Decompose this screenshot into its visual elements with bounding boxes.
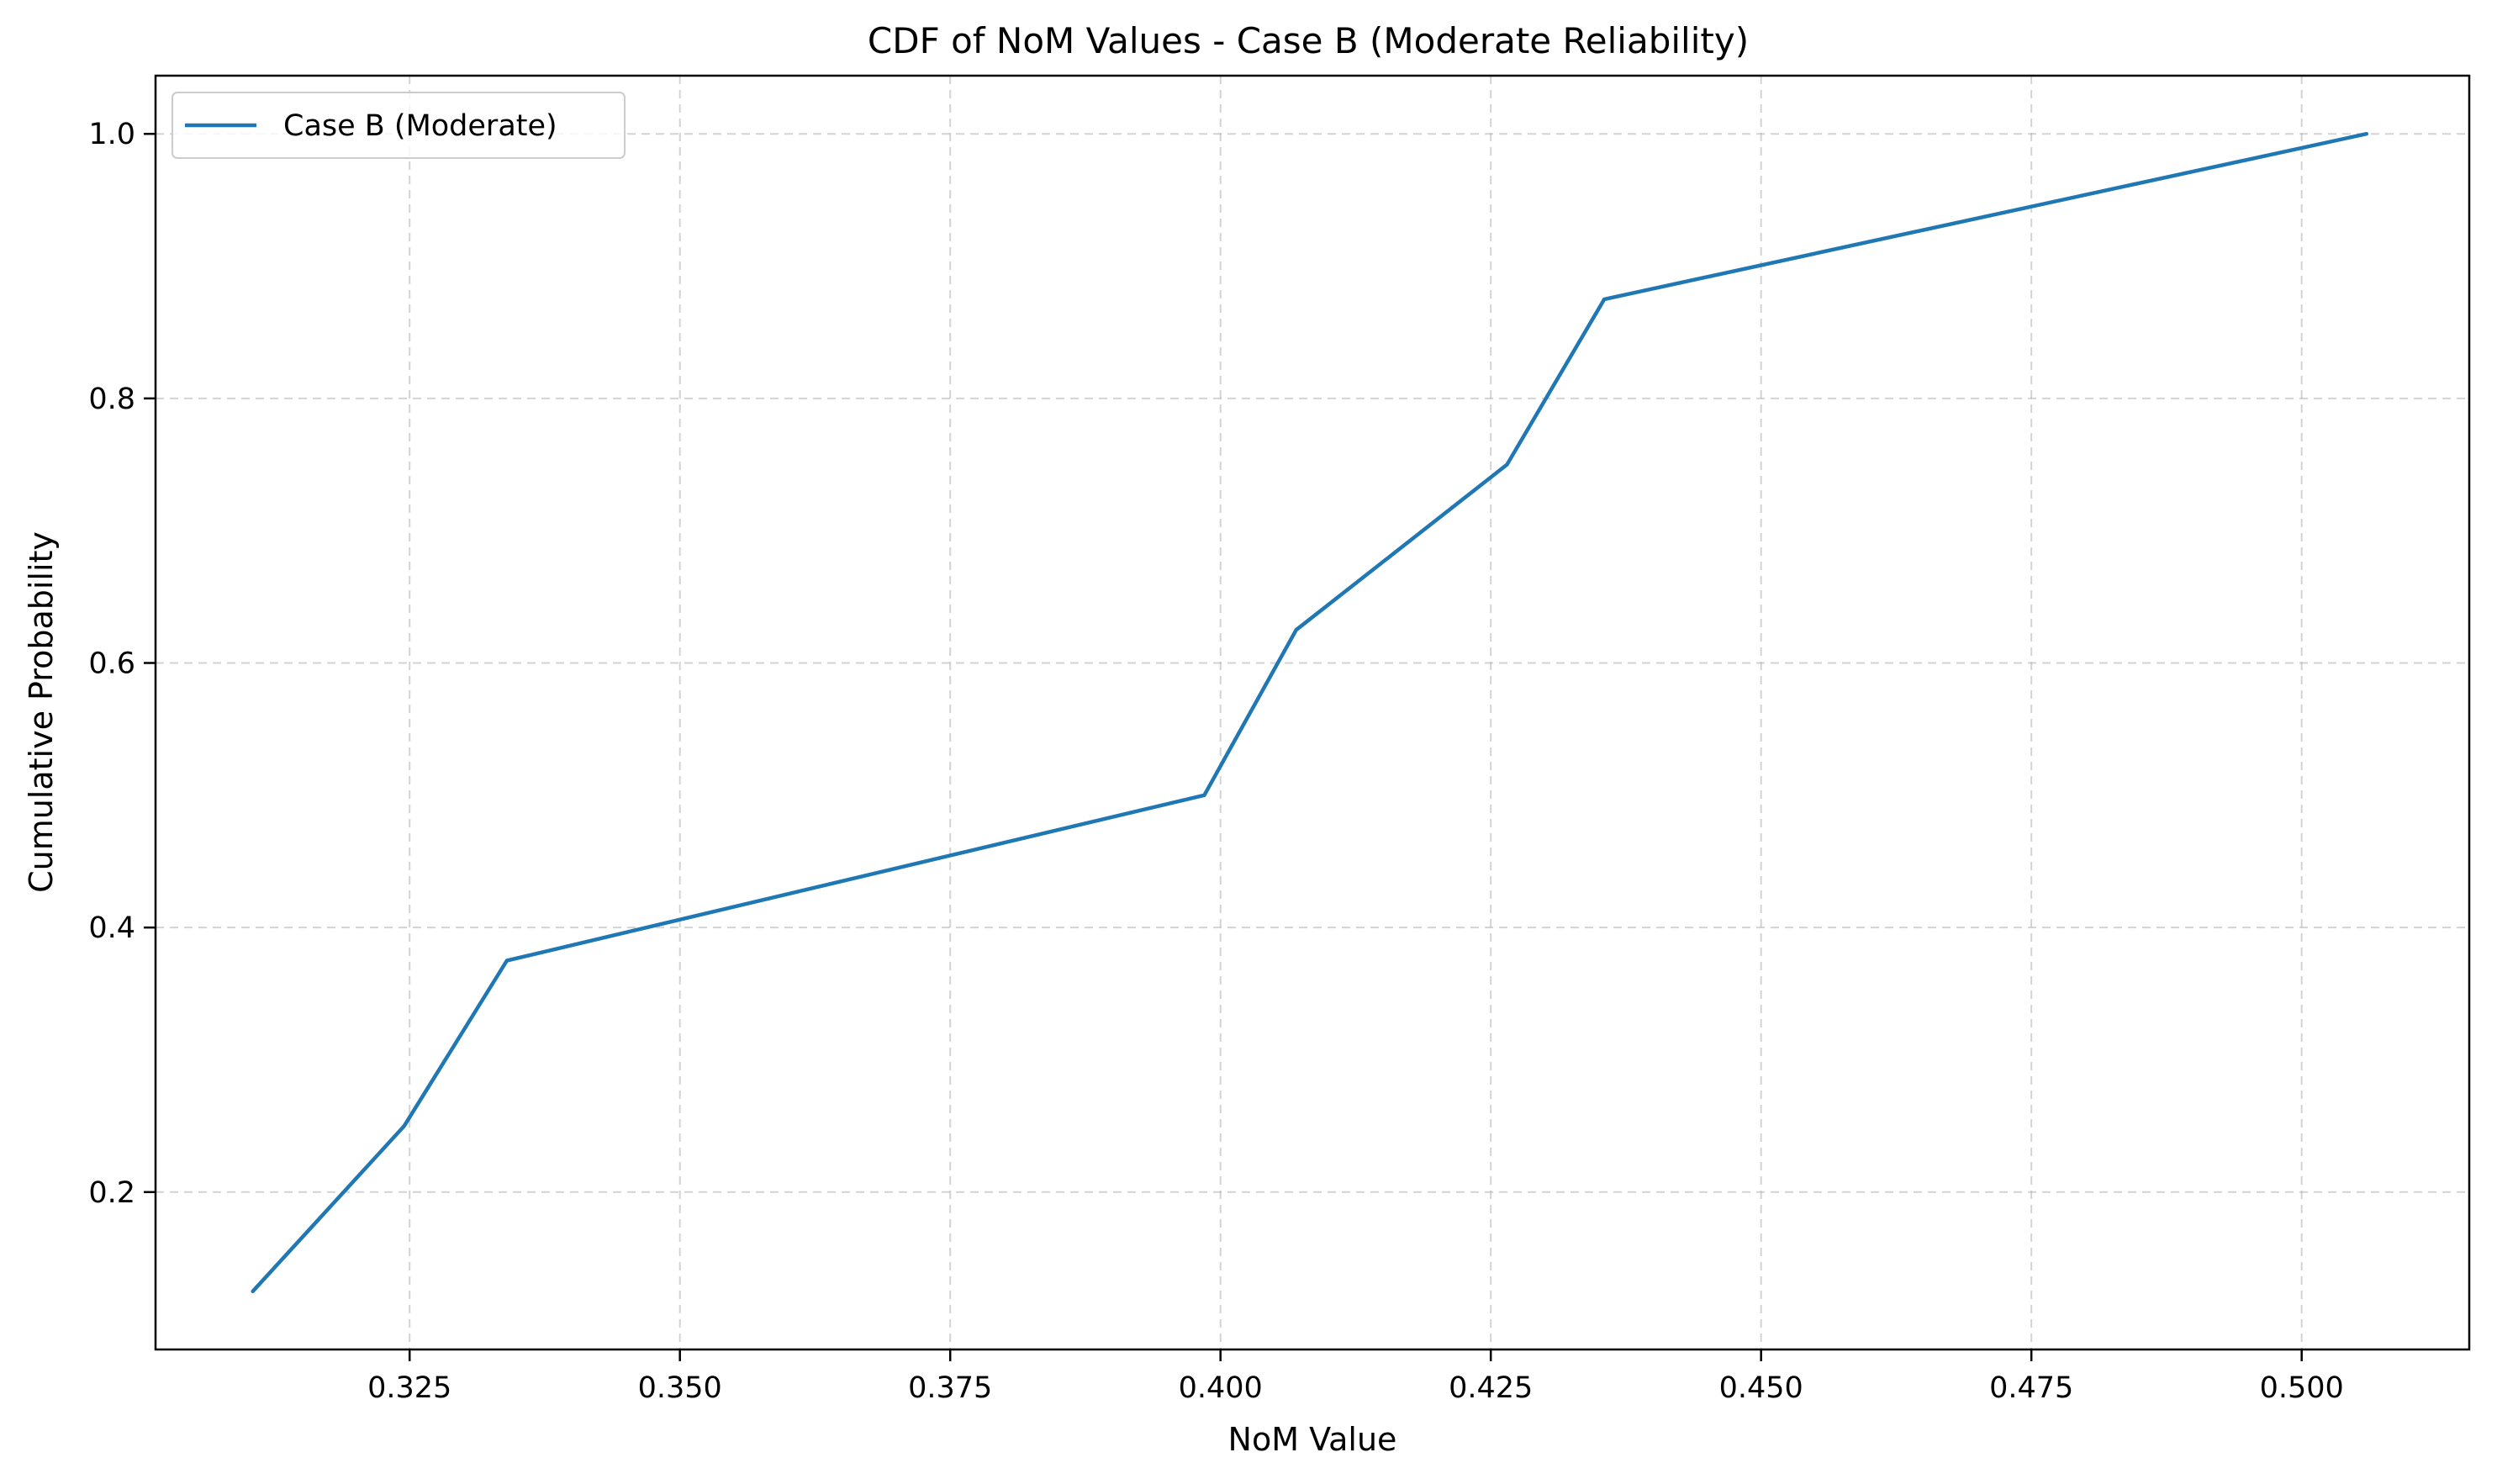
chart-title: CDF of NoM Values - Case B (Moderate Rel…	[868, 20, 1749, 61]
x-tick-label: 0.425	[1449, 1371, 1533, 1405]
y-tick-label: 0.6	[88, 647, 135, 681]
y-tick-label: 0.2	[88, 1176, 135, 1210]
x-tick-label: 0.450	[1719, 1371, 1803, 1405]
y-axis-label: Cumulative Probability	[23, 531, 60, 893]
grid-lines	[156, 76, 2469, 1349]
x-tick-label: 0.475	[1989, 1371, 2073, 1405]
y-tick-label: 1.0	[88, 118, 135, 151]
plot-area-frame	[154, 74, 2471, 1351]
legend: Case B (Moderate)	[172, 92, 626, 159]
y-tick-label: 0.8	[88, 383, 135, 416]
x-tick-label: 0.375	[908, 1371, 992, 1405]
series-line-case-b	[251, 131, 2369, 1294]
x-axis-label: NoM Value	[1228, 1421, 1397, 1458]
legend-label-case-b: Case B (Moderate)	[283, 109, 557, 143]
x-tick-label: 0.500	[2260, 1371, 2344, 1405]
x-tick-label: 0.325	[367, 1371, 451, 1405]
y-tick-label: 0.4	[88, 911, 135, 945]
x-tick-label: 0.400	[1179, 1371, 1263, 1405]
x-axis-ticks: 0.325 0.350 0.375 0.400 0.425 0.450 0.475 0.500	[367, 1349, 2344, 1405]
y-axis-ticks: 0.2 0.4 0.6 0.8 1.0	[88, 118, 156, 1210]
series-layer	[251, 131, 2369, 1294]
legend-frame	[172, 92, 626, 159]
x-tick-label: 0.350	[638, 1371, 722, 1405]
